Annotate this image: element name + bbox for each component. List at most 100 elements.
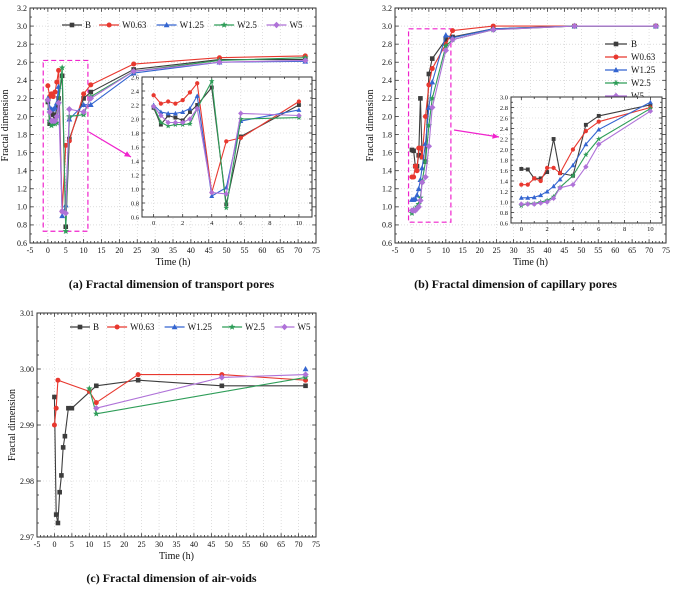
legend-item-W1.25: W1.25 xyxy=(164,322,212,332)
svg-text:0.8: 0.8 xyxy=(131,200,139,207)
zoom-region-rect xyxy=(42,59,89,232)
svg-text:0: 0 xyxy=(410,246,414,255)
zoom-arrow xyxy=(453,129,500,139)
legend: B W0.63 W1.25 W2.5 W5 xyxy=(62,20,303,30)
svg-text:3.0: 3.0 xyxy=(500,94,508,101)
series-W5 xyxy=(93,371,309,412)
svg-text:1.2: 1.2 xyxy=(17,185,27,194)
svg-text:1.8: 1.8 xyxy=(17,130,27,139)
svg-text:W1.25: W1.25 xyxy=(631,65,656,75)
svg-text:2.0: 2.0 xyxy=(131,116,139,123)
svg-text:2.6: 2.6 xyxy=(131,74,140,81)
tick-labels: -5 0 5 10 15 20 25 30 35 40 45 50 55 60 65 70 750.60.81.… xyxy=(17,4,320,255)
chart-air-voids: -5 0 5 10 15 20 25 30 35 40 45 50 55 60 65 70 75 2.97 2.98… xyxy=(0,298,343,596)
axis-ticks xyxy=(394,7,667,244)
svg-text:75: 75 xyxy=(312,540,320,549)
svg-text:W2.5: W2.5 xyxy=(245,322,265,332)
inset-panel: 0 2 4 6 8 10 0.6 0.8 1.0 1.2 1.4 1.6 1.8 2.0 2.2 2.4 2.6 xyxy=(131,74,313,227)
svg-text:3.2: 3.2 xyxy=(17,4,27,13)
axis-ticks xyxy=(36,312,317,538)
svg-text:-5: -5 xyxy=(27,246,34,255)
svg-text:3.0: 3.0 xyxy=(382,22,392,31)
svg-text:1.8: 1.8 xyxy=(382,130,392,139)
y-axis-title: Fractal dimension xyxy=(7,389,18,461)
x-axis-title: Time (h) xyxy=(513,257,548,268)
svg-text:70: 70 xyxy=(645,246,653,255)
svg-text:25: 25 xyxy=(133,246,141,255)
svg-text:1.6: 1.6 xyxy=(17,148,27,157)
svg-text:6: 6 xyxy=(597,226,601,233)
svg-text:10: 10 xyxy=(296,220,303,227)
svg-text:-5: -5 xyxy=(392,246,399,255)
svg-text:0.8: 0.8 xyxy=(17,221,27,230)
svg-text:0.6: 0.6 xyxy=(17,239,27,248)
svg-text:5: 5 xyxy=(70,540,74,549)
svg-text:10: 10 xyxy=(647,226,654,233)
svg-text:0: 0 xyxy=(46,246,50,255)
svg-text:2.98: 2.98 xyxy=(20,477,34,486)
legend-item-W0.63: W0.63 xyxy=(107,322,155,332)
x-axis-title: Time (h) xyxy=(159,551,194,562)
svg-text:1.2: 1.2 xyxy=(500,189,508,196)
svg-text:35: 35 xyxy=(169,246,177,255)
svg-text:60: 60 xyxy=(258,246,266,255)
svg-text:60: 60 xyxy=(611,246,619,255)
chart-capillary-pores: -5 0 5 10 15 20 25 30 35 40 45 50 55 60 65 70 75 0.6 0.8 1.… xyxy=(344,0,687,298)
svg-text:15: 15 xyxy=(98,246,106,255)
svg-text:0.8: 0.8 xyxy=(382,221,392,230)
chart-a-svg: -5 0 5 10 15 20 25 30 35 40 45 50 55 60 65 70 750.60.81.… xyxy=(0,4,320,268)
series-W0.63 xyxy=(519,105,653,187)
svg-text:2.99: 2.99 xyxy=(20,421,34,430)
legend-item-B: B xyxy=(70,322,99,332)
svg-text:W0.63: W0.63 xyxy=(631,52,656,62)
svg-text:1.4: 1.4 xyxy=(131,158,140,165)
legend-item-W5: W5 xyxy=(266,20,303,30)
svg-text:2.2: 2.2 xyxy=(17,94,27,103)
svg-text:W5: W5 xyxy=(298,322,311,332)
axis-ticks xyxy=(29,7,317,244)
svg-text:W1.25: W1.25 xyxy=(180,20,205,30)
svg-text:35: 35 xyxy=(527,246,535,255)
legend-item-B: B xyxy=(605,39,637,49)
svg-text:30: 30 xyxy=(510,246,518,255)
series-W5 xyxy=(44,57,309,217)
svg-text:50: 50 xyxy=(577,246,585,255)
svg-text:55: 55 xyxy=(242,540,250,549)
y-axis-title: Fractal dimension xyxy=(0,90,11,162)
svg-text:15: 15 xyxy=(103,540,111,549)
svg-text:0.6: 0.6 xyxy=(382,239,392,248)
svg-text:2.0: 2.0 xyxy=(382,112,392,121)
svg-text:1.6: 1.6 xyxy=(131,144,140,151)
svg-text:0.6: 0.6 xyxy=(131,214,140,221)
series-B xyxy=(52,377,308,526)
grid xyxy=(37,313,316,537)
tick-labels: 0 2 4 6 8 10 0.6 0.8 1.0 1.2 1.4 1.6 1.8 2.0 2.2 2.4 2.6… xyxy=(500,94,654,233)
legend-item-B: B xyxy=(62,20,91,30)
svg-text:0: 0 xyxy=(520,226,523,233)
svg-text:2.6: 2.6 xyxy=(382,58,392,67)
svg-text:65: 65 xyxy=(277,540,285,549)
svg-text:1.0: 1.0 xyxy=(500,199,508,206)
caption-a: (a) Fractal dimension of transport pores xyxy=(68,277,275,291)
svg-text:4: 4 xyxy=(571,226,575,233)
svg-text:2.2: 2.2 xyxy=(382,94,392,103)
svg-text:45: 45 xyxy=(205,246,213,255)
chart-c-svg: -5 0 5 10 15 20 25 30 35 40 45 50 55 60 65 70 75 2.97 2.98… xyxy=(7,309,320,562)
svg-text:10: 10 xyxy=(80,246,88,255)
svg-text:60: 60 xyxy=(260,540,268,549)
svg-text:25: 25 xyxy=(493,246,501,255)
svg-text:75: 75 xyxy=(312,246,320,255)
svg-text:1.0: 1.0 xyxy=(131,186,139,193)
svg-text:3.0: 3.0 xyxy=(17,22,27,31)
svg-text:B: B xyxy=(85,20,91,30)
svg-text:1.6: 1.6 xyxy=(500,168,509,175)
svg-text:65: 65 xyxy=(276,246,284,255)
svg-text:0.8: 0.8 xyxy=(500,210,508,217)
series-W0.63 xyxy=(51,372,309,428)
svg-text:2.97: 2.97 xyxy=(20,533,34,542)
svg-text:1.8: 1.8 xyxy=(131,130,139,137)
svg-text:55: 55 xyxy=(594,246,602,255)
svg-text:2.8: 2.8 xyxy=(17,40,27,49)
svg-text:20: 20 xyxy=(120,540,128,549)
svg-text:2.4: 2.4 xyxy=(17,76,27,85)
